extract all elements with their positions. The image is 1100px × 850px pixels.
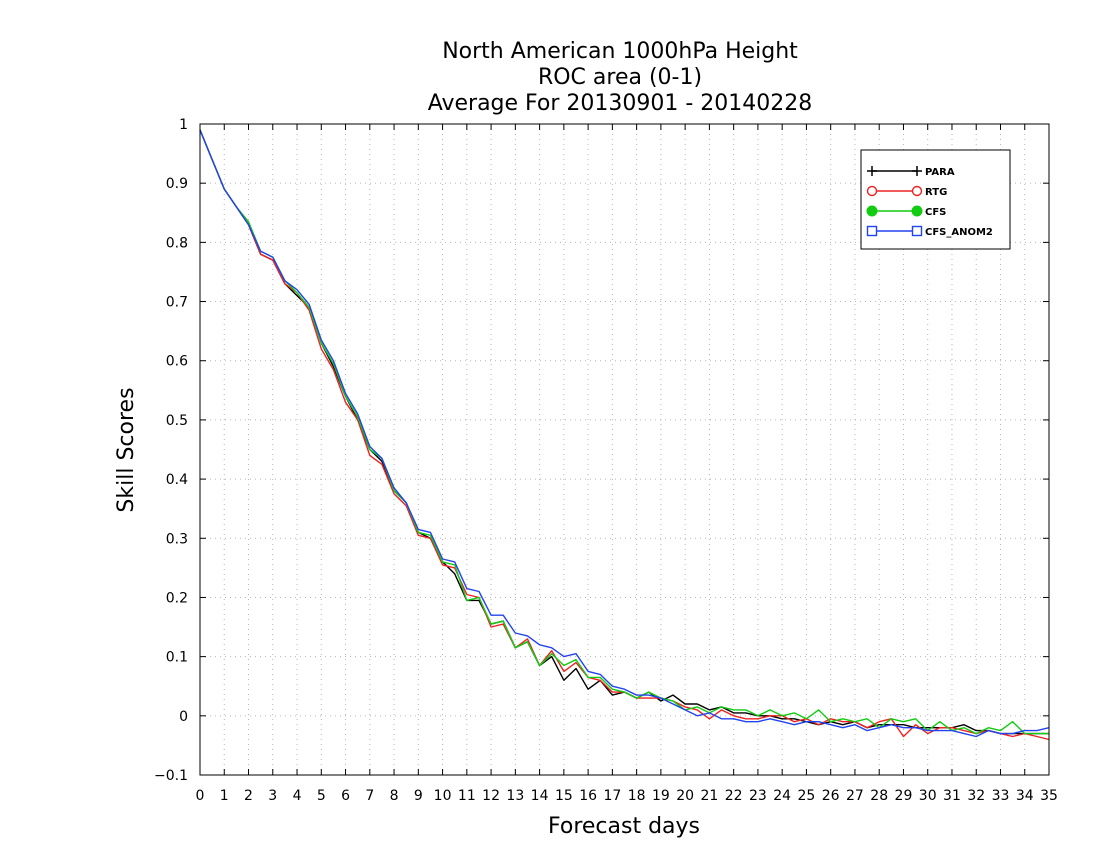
plus-marker-icon [912, 166, 922, 176]
chart-title-line-2: ROC area (0-1) [538, 65, 702, 90]
legend-label-para: PARA [925, 167, 955, 178]
x-tick-label: 26 [822, 788, 840, 804]
y-axis-label: Skill Scores [114, 387, 139, 512]
x-tick-label: 12 [482, 788, 500, 804]
y-tick-label: −0.1 [154, 768, 188, 784]
y-tick-label: 0.4 [166, 472, 188, 488]
series-line-cfs [199, 129, 1049, 735]
x-tick-label: 21 [700, 788, 718, 804]
x-tick-label: 29 [895, 788, 913, 804]
x-tick-label: 2 [244, 788, 253, 804]
chart-title-line-3: Average For 20130901 - 20140228 [428, 91, 813, 116]
dot-marker-icon [911, 205, 923, 217]
y-tick-label: 0 [179, 709, 188, 725]
x-tick-label: 33 [992, 788, 1010, 804]
x-tick-label: 8 [390, 788, 399, 804]
circle-marker-icon [911, 185, 923, 197]
x-tick-label: 11 [458, 788, 476, 804]
x-tick-label: 6 [341, 788, 350, 804]
chart-title-line-1: North American 1000hPa Height [442, 39, 798, 64]
series-layer [199, 129, 1050, 741]
x-tick-label: 31 [943, 788, 961, 804]
y-tick-label: 0.1 [166, 650, 188, 666]
x-tick-label: 9 [414, 788, 423, 804]
x-tick-label: 27 [846, 788, 864, 804]
x-tick-label: 19 [652, 788, 670, 804]
square-marker-icon [911, 225, 923, 237]
x-tick-label: 17 [603, 788, 621, 804]
plot-frame [199, 123, 1050, 776]
series-line-cfs-anom2 [199, 129, 1050, 738]
x-axis: 0 1 2 3 4 5 6 7 8 9 10 11 12 13 14 15 16 17 18 19 20 21 22 23 24… [196, 124, 1058, 804]
legend: PARA RTG CFS CFS_ANOM2 [860, 149, 1011, 250]
x-tick-label: 5 [317, 788, 326, 804]
x-tick-label: 10 [434, 788, 452, 804]
x-tick-label: 0 [196, 788, 205, 804]
square-marker-icon [866, 225, 878, 237]
x-tick-label: 13 [506, 788, 524, 804]
x-tick-label: 25 [798, 788, 816, 804]
y-axis: −0.1 0 0.1 0.2 0.3 0.4 0.5 0.6 0.7 0.8 0.9 1 [154, 117, 1049, 784]
y-tick-label: 0.9 [166, 176, 188, 192]
x-tick-label: 22 [725, 788, 743, 804]
legend-label-cfs-anom2: CFS_ANOM2 [925, 227, 993, 238]
y-tick-label: 0.8 [166, 235, 188, 251]
x-tick-label: 18 [628, 788, 646, 804]
x-tick-label: 28 [870, 788, 888, 804]
x-tick-label: 7 [365, 788, 374, 804]
y-tick-label: 0.3 [166, 531, 188, 547]
y-tick-label: 0.2 [166, 590, 188, 606]
y-tick-label: 0.5 [166, 413, 188, 429]
circle-marker-icon [866, 185, 878, 197]
x-tick-label: 24 [773, 788, 791, 804]
plus-marker-icon [867, 166, 877, 176]
x-tick-label: 30 [919, 788, 937, 804]
x-tick-label: 4 [293, 788, 302, 804]
y-tick-label: 0.6 [166, 354, 188, 370]
legend-label-rtg: RTG [925, 187, 947, 198]
x-tick-label: 23 [749, 788, 767, 804]
y-tick-label: 1 [179, 117, 188, 133]
x-axis-label: Forecast days [548, 814, 700, 839]
x-tick-label: 34 [1016, 788, 1034, 804]
x-tick-label: 35 [1040, 788, 1058, 804]
chart-title: North American 1000hPa Height ROC area (… [428, 39, 813, 116]
legend-box [860, 149, 1011, 250]
x-tick-label: 32 [967, 788, 985, 804]
dot-marker-icon [866, 205, 878, 217]
y-tick-label: 0.7 [166, 295, 188, 311]
legend-label-cfs: CFS [925, 207, 946, 218]
x-tick-label: 15 [555, 788, 573, 804]
x-tick-label: 3 [268, 788, 277, 804]
x-tick-label: 20 [676, 788, 694, 804]
x-tick-label: 16 [579, 788, 597, 804]
x-tick-label: 1 [220, 788, 229, 804]
x-tick-label: 14 [531, 788, 549, 804]
